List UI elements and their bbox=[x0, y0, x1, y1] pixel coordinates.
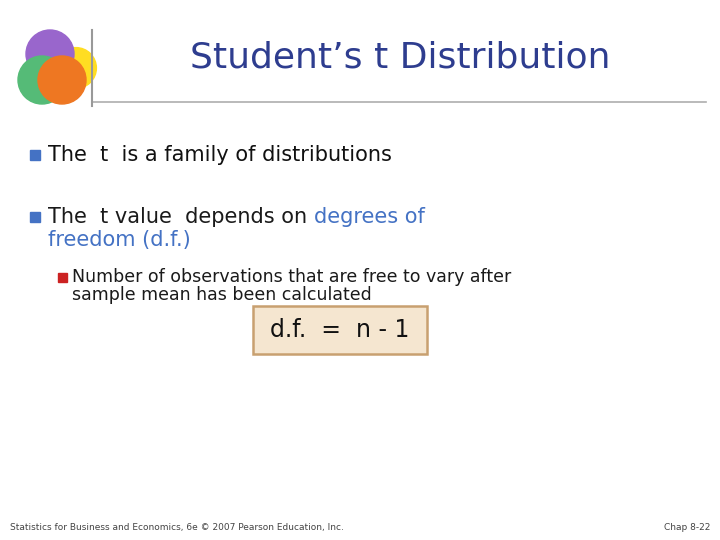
Text: The  t value  depends on: The t value depends on bbox=[48, 207, 314, 227]
Bar bbox=[30, 150, 40, 160]
FancyBboxPatch shape bbox=[253, 306, 427, 354]
Text: Number of observations that are free to vary after: Number of observations that are free to … bbox=[72, 268, 511, 286]
Bar bbox=[30, 212, 40, 222]
Text: Chap 8-22: Chap 8-22 bbox=[664, 523, 710, 532]
Circle shape bbox=[18, 56, 66, 104]
Circle shape bbox=[55, 48, 96, 89]
Circle shape bbox=[38, 56, 86, 104]
Text: d.f.  =  n - 1: d.f. = n - 1 bbox=[270, 318, 410, 342]
Text: freedom (d.f.): freedom (d.f.) bbox=[48, 230, 191, 250]
Text: degrees of: degrees of bbox=[314, 207, 425, 227]
Text: Student’s t Distribution: Student’s t Distribution bbox=[190, 40, 611, 74]
Text: The  t  is a family of distributions: The t is a family of distributions bbox=[48, 145, 392, 165]
Text: Statistics for Business and Economics, 6e © 2007 Pearson Education, Inc.: Statistics for Business and Economics, 6… bbox=[10, 523, 344, 532]
Text: sample mean has been calculated: sample mean has been calculated bbox=[72, 286, 372, 304]
Circle shape bbox=[26, 30, 74, 78]
Bar bbox=[58, 273, 67, 282]
